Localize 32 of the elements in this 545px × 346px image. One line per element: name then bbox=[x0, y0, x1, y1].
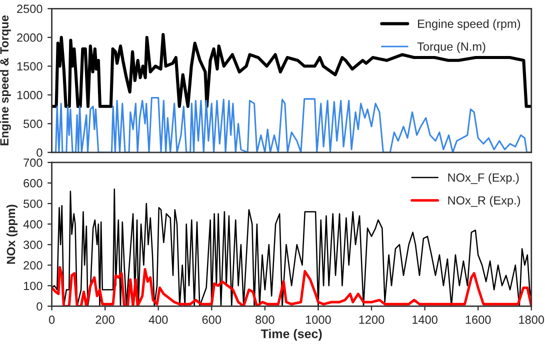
x-tick-label: 200 bbox=[96, 316, 114, 324]
y-tick-label: 0 bbox=[36, 302, 42, 311]
y-tick-label: 700 bbox=[24, 158, 42, 167]
legend-label: Engine speed (rpm) bbox=[418, 19, 520, 30]
y-tick-label: 1000 bbox=[17, 90, 42, 100]
y-tick-label: 2500 bbox=[17, 4, 42, 14]
x-tick-label: 0 bbox=[48, 316, 55, 324]
y-tick-label: 500 bbox=[24, 120, 42, 128]
legend-label: NOx_F (Exp.) bbox=[448, 173, 519, 184]
x-tick-label: 1600 bbox=[466, 316, 491, 324]
x-tick-label: 800 bbox=[256, 316, 274, 324]
y-tick-label: 500 bbox=[24, 200, 42, 208]
x-tick-label: 1200 bbox=[359, 316, 384, 324]
y-tick-label: 600 bbox=[24, 179, 42, 188]
y-tick-label: 1500 bbox=[17, 62, 42, 71]
x-tick-label: 1800 bbox=[519, 316, 544, 324]
y-tick-label: 100 bbox=[24, 282, 42, 290]
x-tick-label: 1400 bbox=[412, 316, 438, 324]
x-tick-label: 1000 bbox=[306, 316, 331, 324]
x-tick-label: 400 bbox=[148, 316, 168, 324]
y-tick-label: 300 bbox=[24, 240, 42, 249]
legend-label: NOx_R (Exp.) bbox=[448, 196, 520, 207]
y-tick-label: 0 bbox=[36, 148, 42, 157]
y-tick-label: 2000 bbox=[17, 33, 42, 42]
y-axis-title: Engine speed & Torque bbox=[0, 15, 11, 146]
x-tick-label: 600 bbox=[202, 316, 222, 324]
line-series bbox=[52, 32, 532, 108]
x-axis-title: Time (sec) bbox=[260, 329, 322, 341]
legend-label: Torque (N.m) bbox=[417, 42, 486, 54]
y-tick-label: 400 bbox=[23, 220, 42, 228]
y-tick-label: 200 bbox=[24, 261, 42, 270]
y-axis-title: NOx (ppm) bbox=[6, 204, 18, 264]
